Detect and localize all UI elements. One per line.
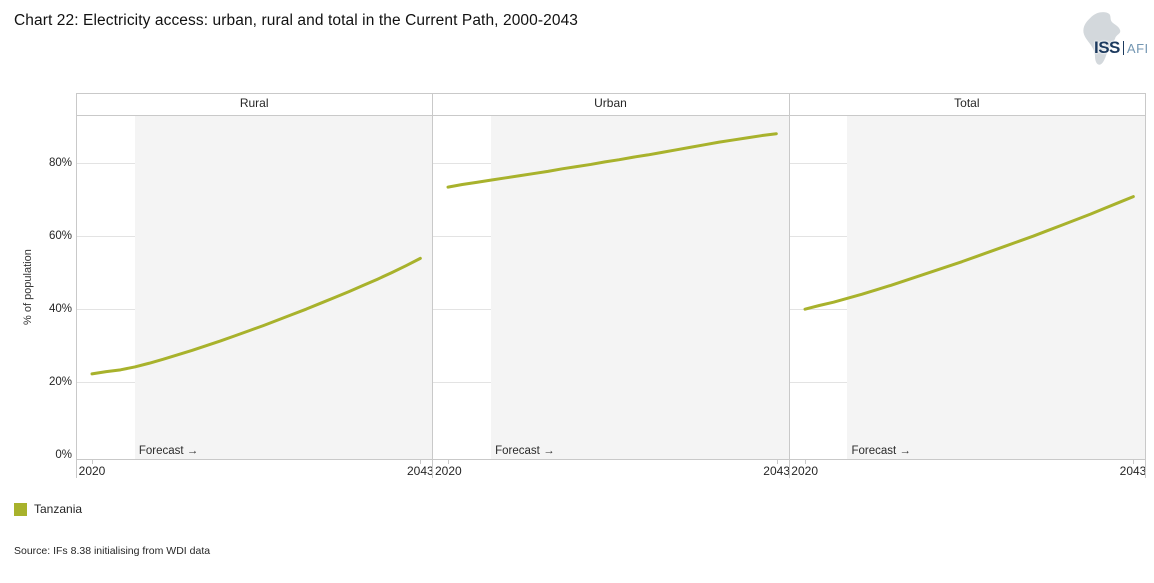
forecast-region [134, 115, 433, 459]
facet-panel-total: Forecast → [789, 115, 1145, 459]
panel-divider [1145, 93, 1146, 478]
panel-divider [76, 93, 77, 478]
legend-swatch-tanzania [14, 502, 27, 516]
x-tick-mark [804, 460, 806, 464]
line-series-tanzania [446, 132, 779, 189]
afi-text: AFI [1126, 40, 1149, 56]
x-tick-label: 2020 [434, 464, 462, 478]
panel-divider [432, 93, 434, 478]
facet-header-urban: Urban [594, 96, 627, 110]
forecast-label: Forecast → [851, 445, 911, 457]
x-tick-label: 2020 [78, 464, 106, 478]
facet-panel-urban: Forecast → [432, 115, 789, 459]
x-tick-label: 2043 [763, 464, 791, 478]
panel-border [76, 93, 1145, 94]
legend-label-tanzania: Tanzania [34, 502, 83, 516]
line-series-tanzania [90, 256, 422, 376]
y-tick-label: 60% [48, 229, 72, 242]
y-axis-title: % of population [22, 249, 34, 326]
y-tick-label: 0% [55, 449, 72, 461]
x-tick-label: 2043 [406, 464, 434, 478]
logo-divider [1122, 41, 1124, 55]
facet-header-total: Total [954, 96, 980, 110]
iss-afi-logo: ISS AFI [1072, 8, 1148, 72]
panel-border [76, 115, 1145, 116]
iss-text: ISS [1094, 38, 1120, 57]
x-tick-mark [92, 460, 93, 464]
line-series-tanzania [803, 195, 1135, 311]
panel-divider [788, 93, 790, 478]
x-tick-mark [776, 460, 778, 464]
forecast-label: Forecast → [138, 445, 199, 457]
y-tick-label: 40% [48, 302, 72, 315]
forecast-region [847, 115, 1145, 459]
facet-panel-rural: Forecast → [76, 115, 433, 459]
source-note: Source: IFs 8.38 initialising from WDI d… [14, 545, 211, 557]
x-tick-label: 2043 [1119, 464, 1147, 478]
africa-map-icon [1083, 12, 1121, 65]
chart-title: Chart 22: Electricity access: urban, rur… [14, 12, 579, 29]
x-tick-label: 2020 [791, 464, 819, 478]
x-tick-mark [448, 460, 450, 464]
legend: Tanzania [14, 502, 82, 516]
y-tick-label: 80% [48, 156, 72, 169]
y-tick-label: 20% [48, 375, 72, 388]
forecast-label: Forecast → [495, 445, 555, 457]
panel-border [76, 459, 1145, 460]
facet-header-rural: Rural [239, 96, 269, 110]
iss-afi-wordmark: ISS AFI [1094, 38, 1149, 58]
x-tick-mark [420, 460, 422, 464]
x-tick-mark [1133, 460, 1134, 464]
